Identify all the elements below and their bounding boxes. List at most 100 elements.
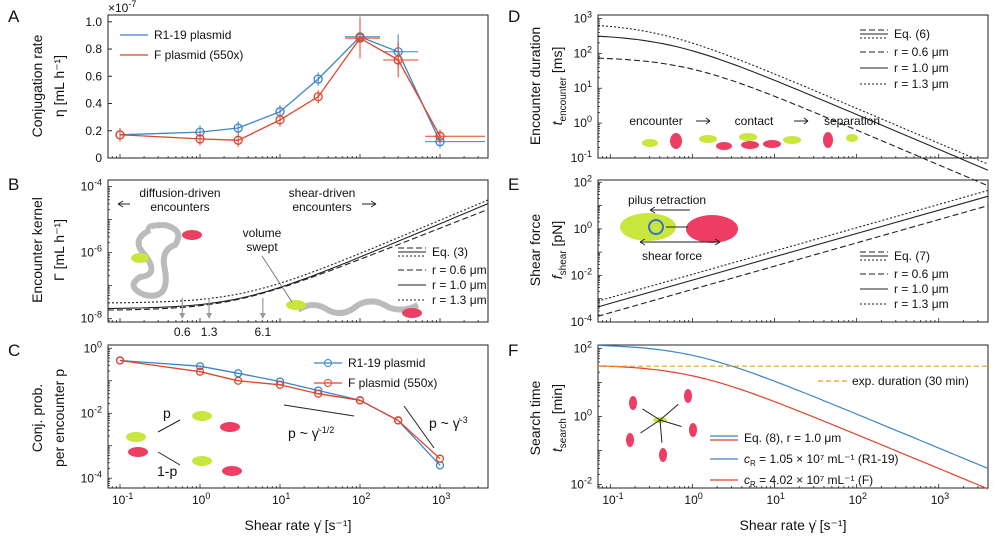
curve-r-1 <box>597 195 989 308</box>
data-point <box>314 389 323 398</box>
panel-e: E 10-4 10-2 100 102 Shear force fshear [pN] Eq.… <box>508 173 989 329</box>
curve-r-0.6 <box>597 57 989 187</box>
cell-green <box>131 253 149 263</box>
x-tick-label: 100 <box>684 491 702 507</box>
curve-r-0.6 <box>597 205 989 317</box>
slope-line <box>283 404 355 417</box>
y-axis-unit: fshear [pN] <box>549 221 569 279</box>
cell-green <box>699 135 717 143</box>
cell-pink <box>128 447 148 457</box>
annotation-shear-2: encounters <box>292 200 351 214</box>
x-axis-label: Shear rate γ̇ [s⁻¹] <box>740 517 847 533</box>
legend-label: F plasmid (550x) <box>348 376 437 390</box>
y-tick-label: 0.6 <box>85 69 102 83</box>
curve-r-1.3 <box>108 199 488 304</box>
cell-green <box>783 136 801 144</box>
plot-frame <box>107 14 489 159</box>
y-tick-label: 101 <box>574 79 592 95</box>
legend-label: cR = 4.02 × 10⁷ mL⁻¹ (F) <box>744 473 873 489</box>
x-tick-label: 102 <box>352 491 370 507</box>
double-arrow-icon <box>639 238 721 246</box>
y-axis-unit: per encounter p <box>51 369 67 467</box>
arrow-up-icon <box>157 419 181 433</box>
arrow-left-icon <box>117 200 130 208</box>
legend-label: Eq. (7) <box>894 249 930 263</box>
cell-pink <box>689 423 697 437</box>
plasmid-icon <box>648 219 664 235</box>
data-point <box>435 461 445 470</box>
data-point <box>435 454 445 463</box>
y-axis-unit: tsearch [min] <box>549 384 569 452</box>
data-point <box>275 115 285 125</box>
pointer-line <box>261 255 293 303</box>
cell-pink <box>670 133 682 149</box>
series-line-1 <box>119 359 441 460</box>
legend-label: Eq. (3) <box>432 245 468 259</box>
slope-label-three: p ~ γ̇-3 <box>429 415 468 431</box>
marker-label: 1.3 <box>201 325 218 339</box>
cell-pink <box>220 422 240 432</box>
legend-marker <box>324 359 332 367</box>
cell-pink <box>629 396 637 410</box>
legend-label: r = 1.3 μm <box>894 77 949 91</box>
curve-r-1 <box>108 203 488 309</box>
curve-r-1 <box>597 35 989 171</box>
panel-letter-c: C <box>8 341 20 360</box>
legend: Eq. (6) r = 0.6 μm r = 1.0 μm r = 1.3 μm <box>860 27 949 91</box>
legend-label: r = 0.6 μm <box>894 267 949 281</box>
plot-frame <box>107 179 489 323</box>
cell-pink <box>716 142 732 150</box>
series-line-0 <box>119 36 441 142</box>
panel-d: D 10-1 100 101 102 103 Encounter duration tenco… <box>508 7 989 187</box>
annotation-swept: swept <box>246 240 278 254</box>
x-tick-label: 103 <box>432 491 450 507</box>
cell-pink <box>659 448 667 462</box>
y-tick-label: 0.8 <box>85 42 102 56</box>
cell-pink <box>741 141 759 149</box>
marker-arrowhead <box>179 313 186 319</box>
plot-frame <box>597 179 989 323</box>
arrow-right-icon <box>794 117 809 125</box>
annotation-shear: shear-driven <box>289 186 356 200</box>
y-tick-label: 100 <box>574 220 592 236</box>
cell-green <box>846 134 858 142</box>
y-axis-unit: η [mL h⁻¹] <box>51 55 67 117</box>
x-tick-label: 101 <box>272 491 290 507</box>
cell-green <box>192 411 212 421</box>
arrow-icon <box>640 419 661 434</box>
y-tick-label: 10-2 <box>571 476 592 492</box>
y-axis-label: Shear force <box>527 214 543 287</box>
cell-pink <box>626 433 634 447</box>
data-point <box>233 135 243 145</box>
annotation-volume: volume <box>243 226 282 240</box>
sequence-label: separation <box>824 114 880 128</box>
y-tick-label: 0.4 <box>85 97 102 111</box>
panel-c: C 100 10-2 10-4 10-1 100 101 102 103 Conj. prob. p… <box>8 339 489 533</box>
swept-path-shear <box>296 298 420 317</box>
legend-label: R1-19 plasmid <box>348 356 425 370</box>
y-tick-label: 10-8 <box>81 310 102 326</box>
arrow-icon <box>659 404 679 421</box>
y-axis-unit: Γ [mL h⁻¹] <box>51 219 67 281</box>
legend: R1-19 plasmid F plasmid (550x) <box>314 356 437 390</box>
cell-green <box>739 133 757 141</box>
x-tick-label: 101 <box>767 491 785 507</box>
label-p: p <box>163 405 171 421</box>
panel-f: F 10-2 100 102 10-1 100 101 102 103 Search time ts… <box>508 339 989 533</box>
sequence-label: encounter <box>629 114 682 128</box>
legend-label: Eq. (8), r = 1.0 μm <box>744 431 841 445</box>
data-point <box>394 416 403 425</box>
curve-r-0.6 <box>108 208 488 311</box>
cell-pink <box>686 215 738 243</box>
x-tick-label: 103 <box>931 491 949 507</box>
marker-label: 6.1 <box>254 325 271 339</box>
y-tick-label: 100 <box>84 339 102 355</box>
x-tick-label: 10-1 <box>112 491 133 507</box>
y-tick-label: 10-2 <box>81 404 102 420</box>
series-line-1 <box>119 37 441 141</box>
arrow-right-icon <box>696 117 711 125</box>
y-axis-unit: tencounter [ms] <box>549 47 569 126</box>
y-tick-label: 10-1 <box>571 149 592 165</box>
y-axis-label: Encounter duration <box>527 27 543 145</box>
annotation-shear: shear force <box>642 249 702 263</box>
